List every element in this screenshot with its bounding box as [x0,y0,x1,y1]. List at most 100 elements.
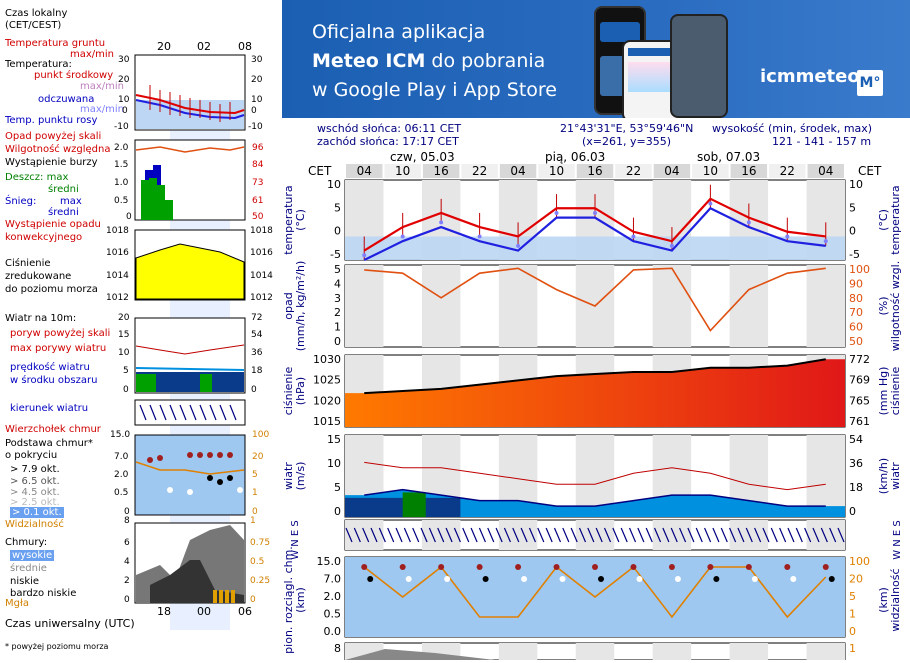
legend-press-tick-r: 1018 [250,226,273,236]
wind-direction-arrow [445,527,453,543]
dew-point-dot [439,220,444,225]
cloud-panel-sky [345,557,845,637]
cloud-base-dot [405,576,412,582]
hour-tick-label: 16 [741,164,756,178]
legend-wind-tick: 0 [123,385,129,395]
pressure-mmhg-tick-label: 765 [849,394,870,407]
wind-direction-arrow [587,527,595,543]
temperature-column-shade [498,180,538,260]
hour-tick-label: 16 [587,164,602,178]
legend-vis-tick: 100 [252,430,270,440]
temp-ylabel-right: (°C) [877,209,890,231]
legend-utc-time: Czas uniwersalny (UTC) [5,617,135,630]
location-info: wschód słońca: 06:11 CET zachód słońca: … [282,120,910,150]
legend-wind-tick: 10 [118,348,130,358]
wind-direction-arrow [403,527,411,543]
hour-cell [461,164,498,178]
legend-precip-threshold: Opad powyżej skali [5,131,102,142]
wind-direction-arrow [578,527,587,543]
wind-direction-arrow [787,527,795,543]
wind-direction-arrow [620,527,628,543]
pressure-ylabel: ciśnienie [282,367,295,416]
cloudcover-column-shade [652,643,692,660]
pressure-tick-label: 1030 [313,353,341,366]
dew-point-dot [554,210,559,215]
legend-press-tick-r: 1016 [250,248,273,258]
temperature-column-shade [345,180,384,260]
pressure-column-shade [652,355,692,427]
wind-direction-arrow [437,527,445,543]
legend-dew-point: Temp. punktu rosy [5,115,98,126]
legend-feels-maxmin: max/min [80,104,125,115]
wind-direction-arrow [545,527,553,543]
wind-direction-arrow [679,527,687,543]
pressure-mmhg-tick-label: 761 [849,415,870,428]
hour-cell [384,164,421,178]
legend-clouds: Chmury: [5,537,48,548]
cloud-top-dot [630,564,637,570]
banner-line-3: w Google Play i App Store [312,79,557,101]
cloud-column-shade [806,557,845,637]
legend-vis-tick: 20 [252,452,264,462]
dew-point-dot [746,220,751,225]
legend-utc-18: 18 [157,605,171,618]
dew-point-dot [708,201,713,206]
winddir-column-shade [498,520,538,550]
pressure-tick-label: 1015 [313,415,341,428]
legend-cc-tick: 4 [124,557,130,567]
temperature-panel-frame [344,179,846,261]
pressure-column-shade [729,355,769,427]
hour-tick-label: 16 [434,164,449,178]
winddir-column-shade [729,520,769,550]
wind-direction-arrow [353,527,361,543]
legend-visibility: Widzialność [5,519,64,530]
precip-column-shade [498,265,538,347]
grid-position: (x=261, y=355) [582,135,672,148]
legend-vis-tick: 0 [252,507,258,517]
humidity-tick-label: 100 [849,263,870,276]
winddir-column-shade [652,520,692,550]
wind-direction-arrow [420,527,428,543]
precip-tick-label: 3 [334,292,341,305]
legend-wind-tick: 5 [123,366,129,376]
wind-direction-arrow [645,527,653,543]
cloud-base-dot [751,576,758,582]
legend-hour-02: 02 [197,40,211,53]
cloud-top-dot [592,564,598,570]
temp-tick-label-right: 0 [849,225,856,238]
wind-tick-label: 5 [334,481,341,494]
pressure-mmhg-tick-label: 772 [849,353,870,366]
humidity-tick-label: 90 [849,277,863,290]
wind-direction-arrow [628,527,637,543]
winddir-column-shade [575,520,615,550]
cloud-base-dot [636,576,643,582]
pressure-area [345,359,845,427]
wind-direction-arrow [687,527,695,543]
app-promo-banner[interactable]: Oficjalna aplikacja Meteo ICM do pobrani… [282,0,910,118]
wind-direction-arrow [362,527,370,543]
pressure-column-shade [806,355,845,427]
cloud-column-shade [498,557,538,637]
legend-rain-avg: średni [48,184,79,195]
legend-cloud-tick: 15.0 [110,430,131,440]
cloud-base-dot [598,576,604,582]
hour-tick-label: 22 [626,164,641,178]
cloud-top-dot [361,564,368,570]
winddir-column-shade [806,520,845,550]
cloud-column-shade [575,557,615,637]
hour-tick-label: 22 [472,164,487,178]
dew-point-dot [593,210,597,215]
cloud-base-dot [521,576,528,582]
precip-column-shade [421,265,461,347]
wind-direction-arrow [512,527,520,543]
precip-column-shade [345,265,384,347]
legend-panel: Czas lokalny (CET/CEST) 20 02 08 Tempera… [0,0,282,660]
sunrise: wschód słońca: 06:11 CET [317,122,462,135]
pressure-tick-label: 1025 [313,374,341,387]
legend-humid-tick: 73 [252,178,264,188]
wind-kmh-tick-label: 36 [849,457,863,470]
legend-fog: Mgła [5,598,29,609]
phone-image-3 [670,14,728,118]
legend-temp-tick: 20 [118,75,130,85]
legend-precip-tick: 2.0 [114,143,129,153]
